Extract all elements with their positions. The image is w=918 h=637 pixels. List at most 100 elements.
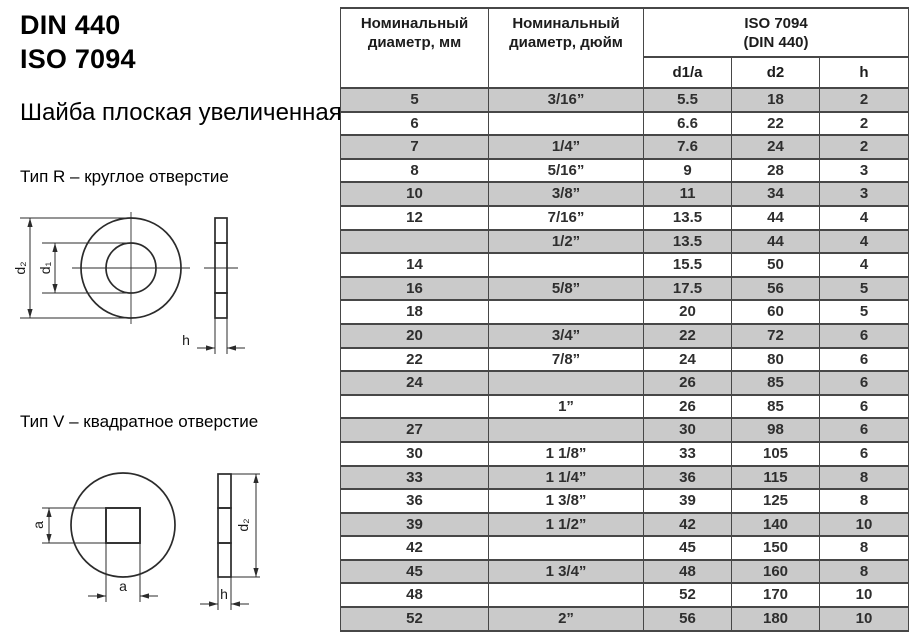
table-row: 52 2” 56 180 10 xyxy=(340,606,910,632)
table-cell: 30 xyxy=(340,440,489,467)
table-cell: 3/16” xyxy=(488,87,644,113)
table-row: 39 1 1/2” 42 140 10 xyxy=(340,511,910,538)
table-cell: 50 xyxy=(731,252,820,278)
table-row: 45 1 3/4” 48 160 8 xyxy=(340,558,910,585)
table-cell: 6.6 xyxy=(643,110,732,137)
a-bottom-label: a xyxy=(119,578,127,594)
table-cell: 3/4” xyxy=(488,322,644,349)
table-row: 6 6.6 22 2 xyxy=(340,110,910,137)
table-cell xyxy=(488,299,644,325)
table-cell: 24 xyxy=(340,370,489,396)
table-cell: 42 xyxy=(643,511,732,538)
table-row: 42 45 150 8 xyxy=(340,535,910,561)
table-cell: 6 xyxy=(818,370,910,396)
table-cell: 5/16” xyxy=(488,157,644,184)
table-cell: 7 xyxy=(340,134,489,160)
col-header-mm: Номинальный диаметр, мм xyxy=(340,7,489,89)
table-cell: 1 1/2” xyxy=(488,511,644,538)
table-cell: 13.5 xyxy=(643,228,732,255)
table-cell: 115 xyxy=(731,464,820,491)
table-cell: 6 xyxy=(818,417,910,443)
table-cell: 7/16” xyxy=(488,204,644,231)
table-row: 1” 26 85 6 xyxy=(340,393,910,420)
spec-table: Номинальный диаметр, мм Номинальный диам… xyxy=(340,7,910,632)
table-cell xyxy=(488,535,644,561)
table-cell: 140 xyxy=(731,511,820,538)
table-row: 8 5/16” 9 28 3 xyxy=(340,157,910,184)
table-cell: 6 xyxy=(340,110,489,137)
table-row: 30 1 1/8” 33 105 6 xyxy=(340,440,910,467)
table-cell: 33 xyxy=(643,440,732,467)
table-cell: 18 xyxy=(340,299,489,325)
table-row: 22 7/8” 24 80 6 xyxy=(340,346,910,373)
table-cell: 150 xyxy=(731,535,820,561)
table-cell: 1 1/8” xyxy=(488,440,644,467)
table-cell: 6 xyxy=(818,322,910,349)
washer-side-view xyxy=(217,473,232,578)
table-cell: 3 xyxy=(818,157,910,184)
table-cell: 4 xyxy=(818,252,910,278)
table-cell: 42 xyxy=(340,535,489,561)
dimension-h: h xyxy=(200,577,249,610)
standard-iso: ISO 7094 xyxy=(20,44,136,74)
table-row: 16 5/8” 17.5 56 5 xyxy=(340,275,910,302)
table-row: 5 3/16” 5.5 18 2 xyxy=(340,87,910,113)
table-row: 20 3/4” 22 72 6 xyxy=(340,322,910,349)
table-row: 27 30 98 6 xyxy=(340,417,910,443)
table-cell: 10 xyxy=(818,582,910,609)
table-row: 1/2” 13.5 44 4 xyxy=(340,228,910,255)
table-cell xyxy=(488,417,644,443)
table-cell: 13.5 xyxy=(643,204,732,231)
group-header-line2: (DIN 440) xyxy=(743,34,809,51)
table-cell: 16 xyxy=(340,275,489,302)
table-cell xyxy=(340,393,489,420)
table-cell: 3 xyxy=(818,181,910,207)
table-cell: 5 xyxy=(818,275,910,302)
table-cell: 45 xyxy=(340,558,489,585)
table-cell xyxy=(488,252,644,278)
table-cell: 27 xyxy=(340,417,489,443)
hatched-section-bottom xyxy=(214,292,228,319)
d2-label: d₂ xyxy=(235,518,251,531)
table-cell: 5.5 xyxy=(643,87,732,113)
page-title: Шайба плоская увеличенная xyxy=(20,99,342,126)
hole-section xyxy=(217,507,232,544)
dimension-a-left: a xyxy=(30,507,106,544)
table-cell: 36 xyxy=(340,488,489,514)
table-cell: 24 xyxy=(643,346,732,373)
table-row: 18 20 60 5 xyxy=(340,299,910,325)
table-cell xyxy=(488,582,644,609)
table-cell: 48 xyxy=(340,582,489,609)
table-cell: 20 xyxy=(643,299,732,325)
h-label: h xyxy=(182,332,190,348)
table-cell: 5/8” xyxy=(488,275,644,302)
table-cell: 160 xyxy=(731,558,820,585)
col-header-inch: Номинальный диаметр, дюйм xyxy=(488,7,644,89)
table-cell: 1/4” xyxy=(488,134,644,160)
table-cell: 28 xyxy=(731,157,820,184)
table-cell: 18 xyxy=(731,87,820,113)
table-cell: 1/2” xyxy=(488,228,644,255)
table-cell: 3/8” xyxy=(488,181,644,207)
table-cell: 26 xyxy=(643,393,732,420)
table-cell: 39 xyxy=(643,488,732,514)
standard-din: DIN 440 xyxy=(20,10,121,40)
table-cell: 72 xyxy=(731,322,820,349)
table-cell: 12 xyxy=(340,204,489,231)
square-hole xyxy=(105,507,141,544)
table-cell: 14 xyxy=(340,252,489,278)
table-cell: 7/8” xyxy=(488,346,644,373)
hatched-section-top xyxy=(214,217,228,244)
table-cell: 8 xyxy=(818,488,910,514)
table-cell: 105 xyxy=(731,440,820,467)
dimension-h: h xyxy=(182,318,245,354)
hatched-section-top xyxy=(217,473,232,509)
table-cell: 9 xyxy=(643,157,732,184)
dimension-d2: d₂ xyxy=(12,217,131,319)
table-cell: 45 xyxy=(643,535,732,561)
a-left-label: a xyxy=(30,521,46,529)
table-cell: 26 xyxy=(643,370,732,396)
table-cell: 52 xyxy=(340,606,489,632)
table-cell: 22 xyxy=(643,322,732,349)
